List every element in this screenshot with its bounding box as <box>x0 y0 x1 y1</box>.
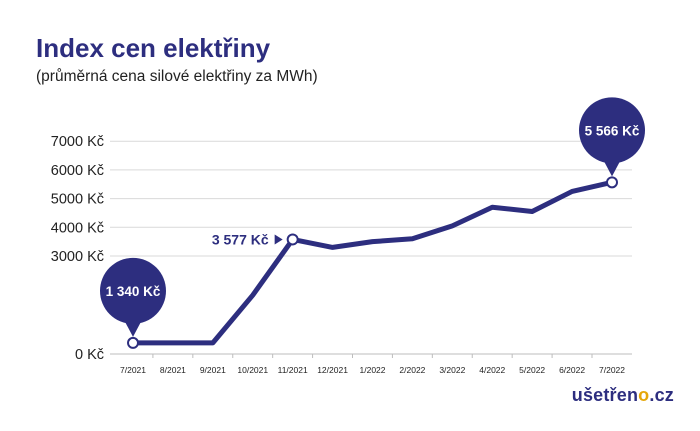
x-tick-label: 4/2022 <box>479 365 505 375</box>
x-tick-label: 10/2021 <box>237 365 268 375</box>
x-tick-label: 5/2022 <box>519 365 545 375</box>
annotation-label: 1 340 Kč <box>106 284 161 299</box>
brand-name-main: ušetřen <box>571 385 639 405</box>
x-tick-label: 8/2021 <box>160 365 186 375</box>
x-tick-label: 1/2022 <box>360 365 386 375</box>
brand-name-accent: o <box>638 385 650 405</box>
annotation-bubble <box>579 97 645 164</box>
annotation-bubble <box>100 257 166 324</box>
x-tick-label: 3/2022 <box>439 365 465 375</box>
x-tick-label: 9/2021 <box>200 365 226 375</box>
x-tick-label: 11/2021 <box>278 365 308 375</box>
chart-title: Index cen elektřiny <box>36 33 271 63</box>
brand-logo: ušetřeno.cz <box>572 385 674 406</box>
x-tick-label: 7/2022 <box>599 365 625 375</box>
data-point-marker <box>606 176 618 189</box>
annotation-arrow <box>274 234 283 245</box>
annotation-bubble-pointer <box>603 159 621 177</box>
brand-name-suffix: .cz <box>649 385 674 405</box>
price-series-line <box>130 179 615 346</box>
x-tick-label: 7/2021 <box>120 365 146 375</box>
y-tick-label: 0 Kč <box>75 347 104 363</box>
x-tick-label: 6/2022 <box>559 365 585 375</box>
data-point-marker <box>286 233 299 246</box>
x-tick-label: 2/2022 <box>399 365 425 375</box>
y-tick-label: 6000 Kč <box>51 163 104 179</box>
chart-subtitle: (průměrná cena silové elektřiny za MWh) <box>36 68 318 85</box>
annotation-label: 3 577 Kč <box>212 231 269 247</box>
y-tick-label: 7000 Kč <box>51 134 104 150</box>
annotation-label: 5 566 Kč <box>585 123 640 138</box>
y-tick-label: 4000 Kč <box>51 220 104 236</box>
x-tick-label: 12/2021 <box>317 365 348 375</box>
y-tick-label: 3000 Kč <box>51 249 104 265</box>
data-point-marker <box>127 336 139 349</box>
annotation-bubble-pointer <box>124 319 142 337</box>
y-tick-label: 5000 Kč <box>51 192 104 208</box>
